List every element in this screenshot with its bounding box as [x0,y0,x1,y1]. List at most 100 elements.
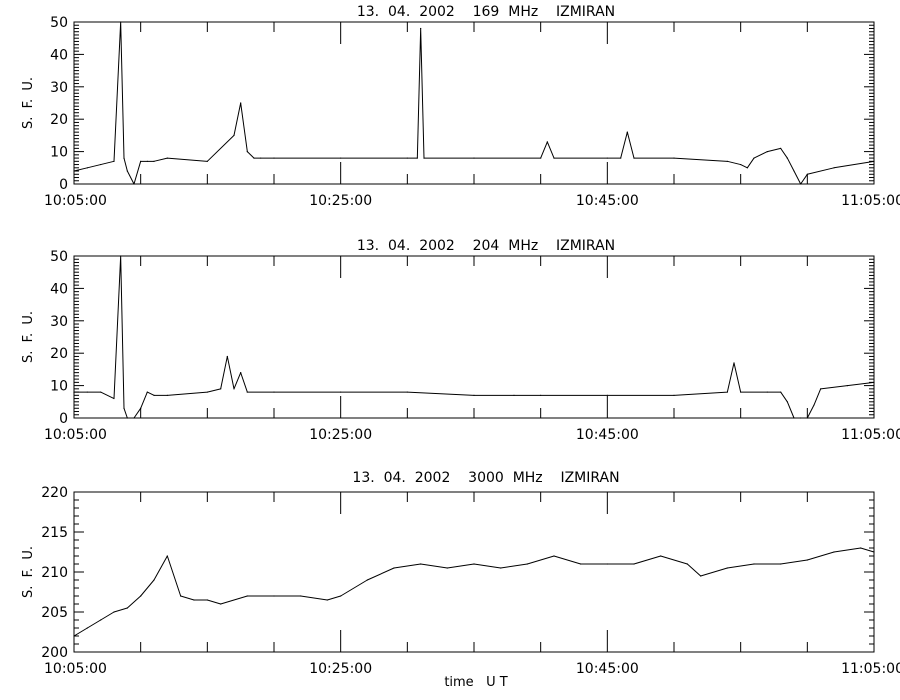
data-point [113,160,115,162]
data-point [733,362,735,364]
y-tick-label: 30 [50,314,68,330]
data-point [606,157,608,159]
data-point [800,417,802,419]
plot-frame [73,21,875,185]
data-point [126,607,128,609]
data-point [806,417,808,419]
data-point [123,407,125,409]
data-point [120,255,122,257]
data-point [193,599,195,601]
data-point [326,599,328,601]
data-point [273,595,275,597]
data-point [633,563,635,565]
data-point [660,555,662,557]
y-tick-label: 200 [41,645,68,661]
data-point [153,160,155,162]
data-point [166,555,168,557]
data-point [473,563,475,565]
data-point [833,167,835,169]
data-point [606,563,608,565]
y-axis-label: S. F. U. [21,546,36,598]
data-point [153,579,155,581]
data-point [726,391,728,393]
y-tick-label: 205 [41,605,68,621]
data-point [806,559,808,561]
data-point [120,21,122,23]
data-point [526,563,528,565]
data-point [873,551,875,553]
data-point [546,141,548,143]
data-point [540,394,542,396]
data-point [86,627,88,629]
y-tick-label: 215 [41,525,68,541]
data-point [740,391,742,393]
data-point [253,157,255,159]
data-point [86,391,88,393]
data-point [633,157,635,159]
data-point [180,595,182,597]
data-point [513,394,515,396]
data-point [220,388,222,390]
data-point [166,394,168,396]
data-point [780,563,782,565]
y-tick-label: 40 [50,281,68,297]
data-point [153,394,155,396]
data-point [220,603,222,605]
data-point [726,160,728,162]
x-tick-label: 10:45:00 [576,427,639,443]
chart-title: 13. 04. 2002 169 MHz IZMIRAN [357,4,615,20]
data-point [620,157,622,159]
data-point [226,355,228,358]
data-point [300,595,302,597]
data-point [860,547,862,549]
chart-title: 13. 04. 2002 3000 MHz IZMIRAN [352,470,619,486]
data-point [100,163,102,166]
data-point [73,635,75,637]
data-point [753,157,755,159]
chart-panel-3: 13. 04. 2002 3000 MHz IZMIRAN S. F. U. 200… [21,470,900,690]
x-tick-label: 10:25:00 [309,427,372,443]
data-point [260,157,262,159]
y-tick-label: 40 [50,47,68,63]
x-tick-label: 11:05:00 [841,661,900,677]
y-tick-label: 20 [50,346,68,362]
data-point [233,388,235,390]
data-point [686,563,688,565]
chart-panel-2: 13. 04. 2002 204 MHz IZMIRAN S. F. U. 0 10 2… [21,238,900,443]
chart-panel-1: 13. 04. 2002 169 MHz IZMIRAN S. F. U. 0 10 2… [21,4,900,209]
data-point [240,372,242,374]
data-point [873,160,875,162]
y-tick-label: 0 [59,411,68,427]
data-point [140,160,142,162]
data-point [806,173,808,175]
y-tick-label: 10 [50,379,68,395]
data-point [746,167,748,169]
series-line [74,255,875,419]
data-point [366,579,368,581]
data-point [340,595,342,597]
data-point [133,183,135,185]
data-point [73,170,75,172]
y-tick-label: 30 [50,80,68,96]
x-tick-label: 10:25:00 [309,193,372,209]
data-point [820,388,822,390]
chart-title: 13. 04. 2002 204 MHz IZMIRAN [357,238,615,254]
data-point [786,401,788,403]
data-point [500,567,502,569]
data-point [700,575,702,577]
data-point [206,391,208,393]
data-point [246,391,248,393]
data-point [113,397,115,400]
data-point [273,391,275,393]
data-point [420,27,422,30]
y-tick-label: 50 [50,249,68,265]
data-point [673,394,675,396]
x-tick-label: 10:45:00 [576,193,639,209]
data-point [780,391,782,393]
data-point [73,391,75,393]
y-tick-label: 50 [50,15,68,31]
data-point [406,391,408,393]
y-tick-label: 10 [50,145,68,161]
data-point [580,563,582,565]
data-point [113,611,115,613]
